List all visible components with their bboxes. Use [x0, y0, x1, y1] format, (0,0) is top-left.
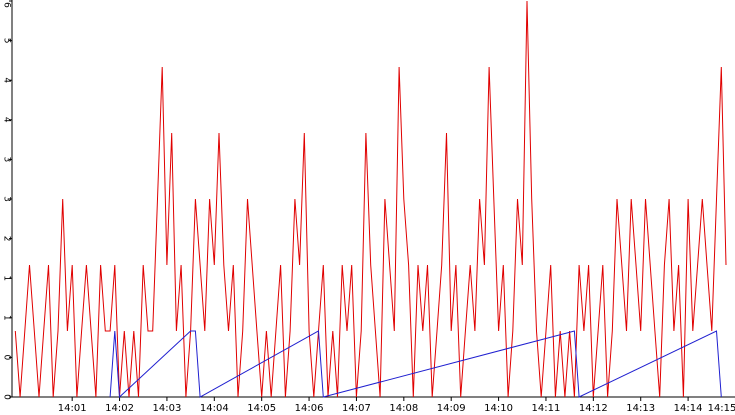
x-tick-label: 14:11 — [532, 403, 561, 414]
x-tick-label: 14:03 — [153, 403, 182, 414]
y-tick-label: 6 — [2, 2, 12, 8]
y-tick-label: 4 — [2, 117, 12, 123]
y-tick-label: 1 — [2, 275, 12, 281]
x-tick-label: 14:06 — [295, 403, 324, 414]
x-tick-label: 14:04 — [200, 403, 229, 414]
x-tick-label: 14:14 — [674, 403, 703, 414]
x-tick-label: 14:08 — [389, 403, 418, 414]
series-line — [14, 0, 727, 398]
y-tick-label: 2 — [2, 236, 12, 242]
x-tick-label: 14:09 — [437, 403, 466, 414]
x-tick-label: 14:05 — [247, 403, 276, 414]
x-tick-label: 14:15 — [708, 403, 735, 414]
y-tick-label: 0 — [2, 355, 12, 361]
x-tick-label: 14:07 — [342, 403, 371, 414]
y-tick-label: 1 — [2, 315, 12, 321]
x-tick-label: 14:01 — [58, 403, 87, 414]
y-tick-label: 4 — [2, 77, 12, 83]
x-tick-label: 14:10 — [484, 403, 513, 414]
y-tick-label: 3 — [2, 157, 12, 163]
x-tick-label: 14:02 — [105, 403, 134, 414]
y-tick-label: 5 — [2, 38, 12, 44]
x-tick-label: 14:13 — [626, 403, 655, 414]
y-tick-label: 0 — [2, 394, 12, 400]
series-line — [109, 330, 722, 399]
x-tick-label: 14:12 — [579, 403, 608, 414]
y-tick-label: 3 — [2, 196, 12, 202]
